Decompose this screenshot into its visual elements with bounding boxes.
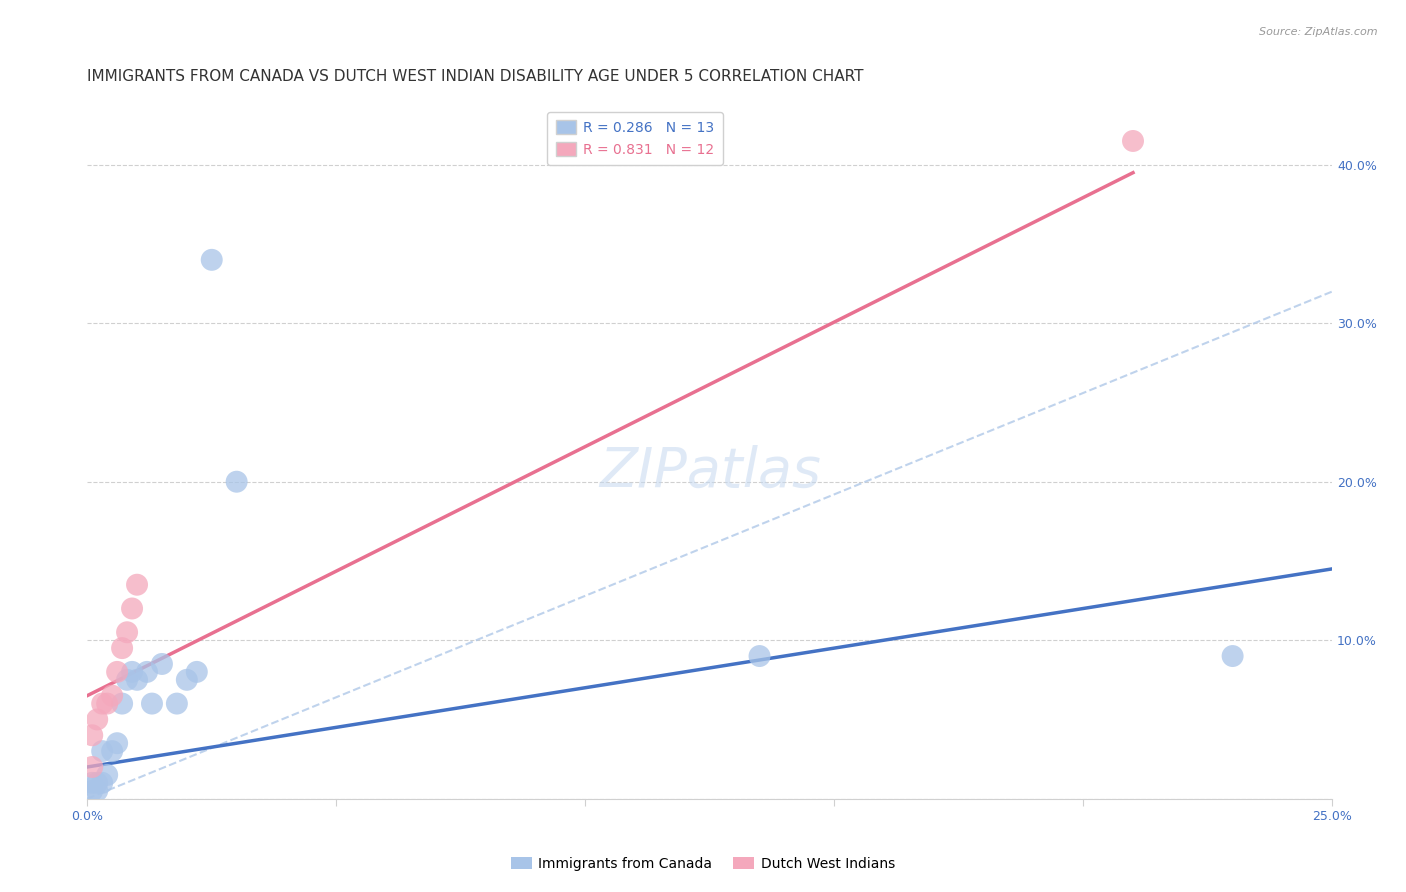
Point [225,475,247,489]
Point [186,665,208,679]
Point [150,657,173,671]
Point [91,697,114,711]
Point [115,673,138,687]
Point [176,673,198,687]
Point [111,641,134,656]
Point [166,697,188,711]
Point [121,665,143,679]
Point [1122,134,1144,148]
Point [86,713,108,727]
Point [82,760,104,774]
Point [121,601,143,615]
Point [136,665,159,679]
Point [101,689,124,703]
Point [82,783,104,797]
Point [91,776,114,790]
Point [101,744,124,758]
Point [111,697,134,711]
Point [86,776,108,790]
Point [748,648,770,663]
Point [115,625,138,640]
Point [125,673,148,687]
Point [91,744,114,758]
Point [105,665,128,679]
Point [86,783,108,797]
Point [1222,648,1244,663]
Point [82,776,104,790]
Point [82,728,104,742]
Point [96,697,118,711]
Text: IMMIGRANTS FROM CANADA VS DUTCH WEST INDIAN DISABILITY AGE UNDER 5 CORRELATION C: IMMIGRANTS FROM CANADA VS DUTCH WEST IND… [87,69,863,84]
Text: Source: ZipAtlas.com: Source: ZipAtlas.com [1260,27,1378,37]
Point [201,252,224,267]
Legend: Immigrants from Canada, Dutch West Indians: Immigrants from Canada, Dutch West India… [505,851,901,876]
Point [96,768,118,782]
Point [105,736,128,750]
Text: ZIPatlas: ZIPatlas [599,444,821,498]
Point [125,578,148,592]
Point [141,697,163,711]
Legend: R = 0.286   N = 13, R = 0.831   N = 12: R = 0.286 N = 13, R = 0.831 N = 12 [547,112,723,165]
